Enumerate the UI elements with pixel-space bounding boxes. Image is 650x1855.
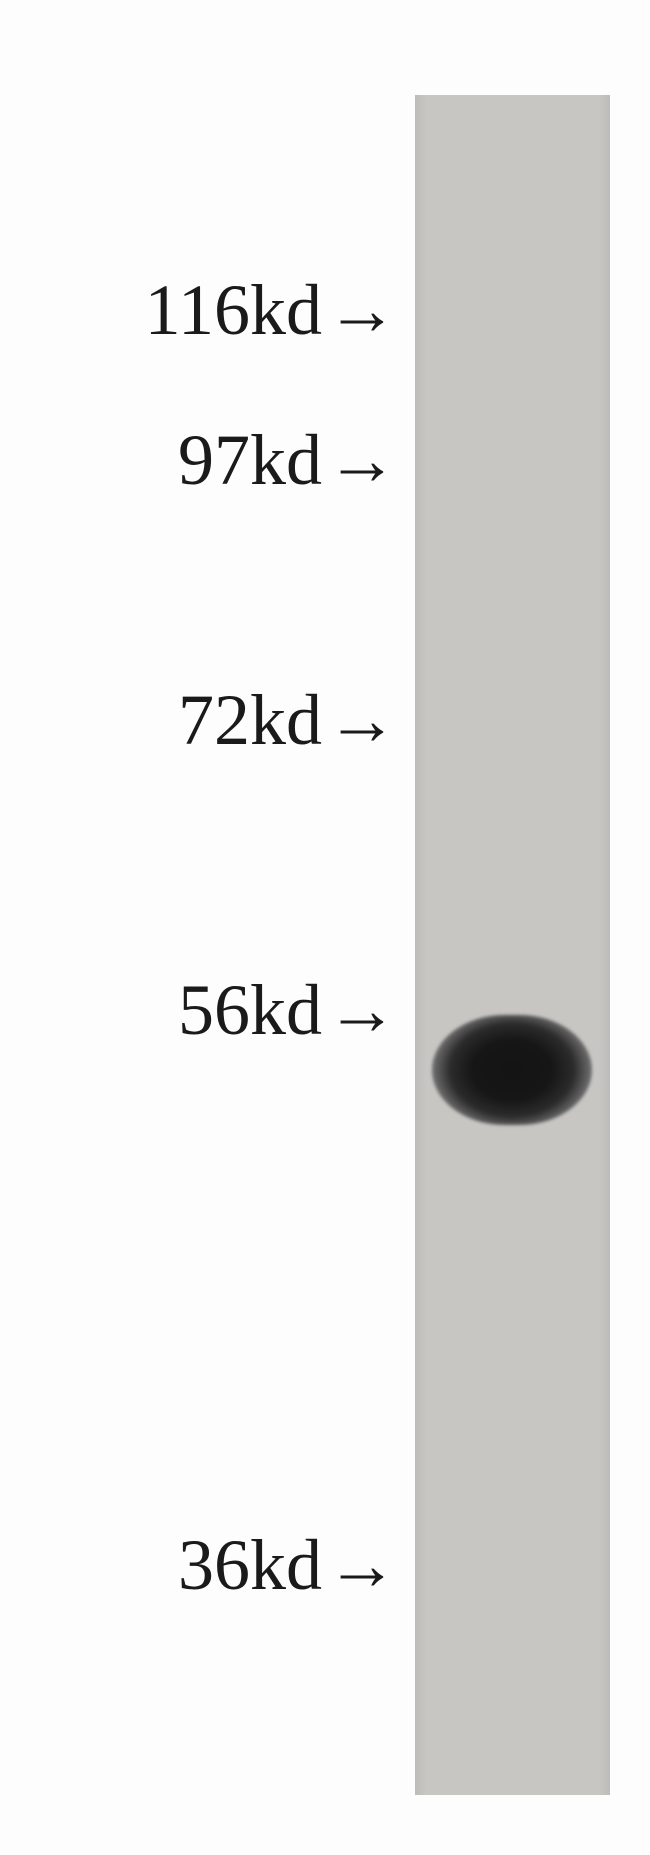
mw-marker-label: 116kd [145,274,322,346]
mw-marker-label: 97kd [178,424,322,496]
arrow-right-icon: → [326,974,398,1046]
mw-marker-label: 36kd [178,1529,322,1601]
western-blot-figure: 116kd→97kd→72kd→56kd→36kd→ WWW.PTGLAB.CO… [0,0,650,1855]
mw-marker-label: 72kd [178,684,322,756]
arrow-right-icon: → [326,274,398,346]
mw-marker: 56kd→ [0,970,398,1050]
arrow-right-icon: → [326,684,398,756]
mw-marker: 36kd→ [0,1525,398,1605]
mw-marker: 72kd→ [0,680,398,760]
mw-marker: 116kd→ [0,270,398,350]
arrow-right-icon: → [326,424,398,496]
arrow-right-icon: → [326,1529,398,1601]
blot-lane [415,95,610,1795]
mw-marker: 97kd→ [0,420,398,500]
protein-band [432,1015,592,1125]
mw-marker-label: 56kd [178,974,322,1046]
